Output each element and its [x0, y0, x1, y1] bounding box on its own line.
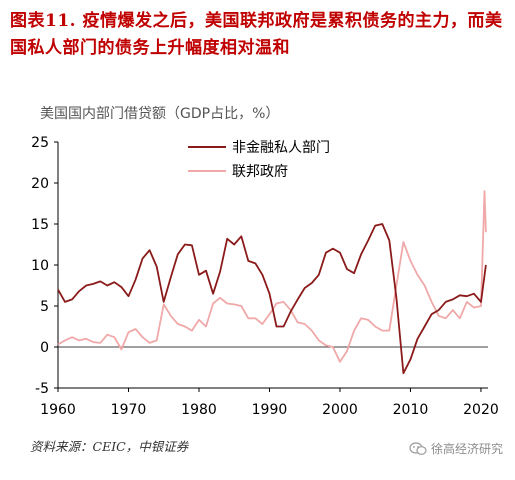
y-tick-label: -5: [35, 381, 49, 397]
x-tick-label: 1970: [111, 402, 147, 418]
x-tick-label: 1960: [40, 402, 76, 418]
watermark: 徐高经济研究: [409, 440, 503, 457]
x-tick-label: 2000: [322, 402, 358, 418]
x-tick-label: 1980: [181, 402, 217, 418]
y-tick-label: 0: [40, 340, 49, 356]
x-tick-label: 1990: [252, 402, 288, 418]
legend-label-0: 非金融私人部门: [232, 140, 330, 156]
legend-label-1: 联邦政府: [232, 164, 288, 180]
x-tick-label: 2010: [393, 402, 429, 418]
x-tick-label: 2020: [463, 402, 499, 418]
series-line-0: [57, 223, 487, 375]
source-note: 资料来源：CEIC，中银证券: [30, 439, 189, 454]
figure-title: 图表11. 疫情爆发之后，美国联邦政府是累积债务的主力，而美国私人部门的债务上升…: [10, 11, 503, 58]
series-line-1: [57, 190, 487, 363]
wechat-icon: [409, 441, 427, 455]
y-tick-label: 10: [31, 258, 49, 274]
y-tick-label: 5: [40, 299, 49, 315]
chart-title: 美国国内部门借贷额（GDP占比，%）: [40, 106, 279, 122]
y-tick-label: 20: [31, 176, 49, 192]
watermark-text: 徐高经济研究: [430, 442, 503, 456]
y-tick-label: 15: [31, 217, 49, 233]
y-tick-label: 25: [31, 135, 49, 151]
